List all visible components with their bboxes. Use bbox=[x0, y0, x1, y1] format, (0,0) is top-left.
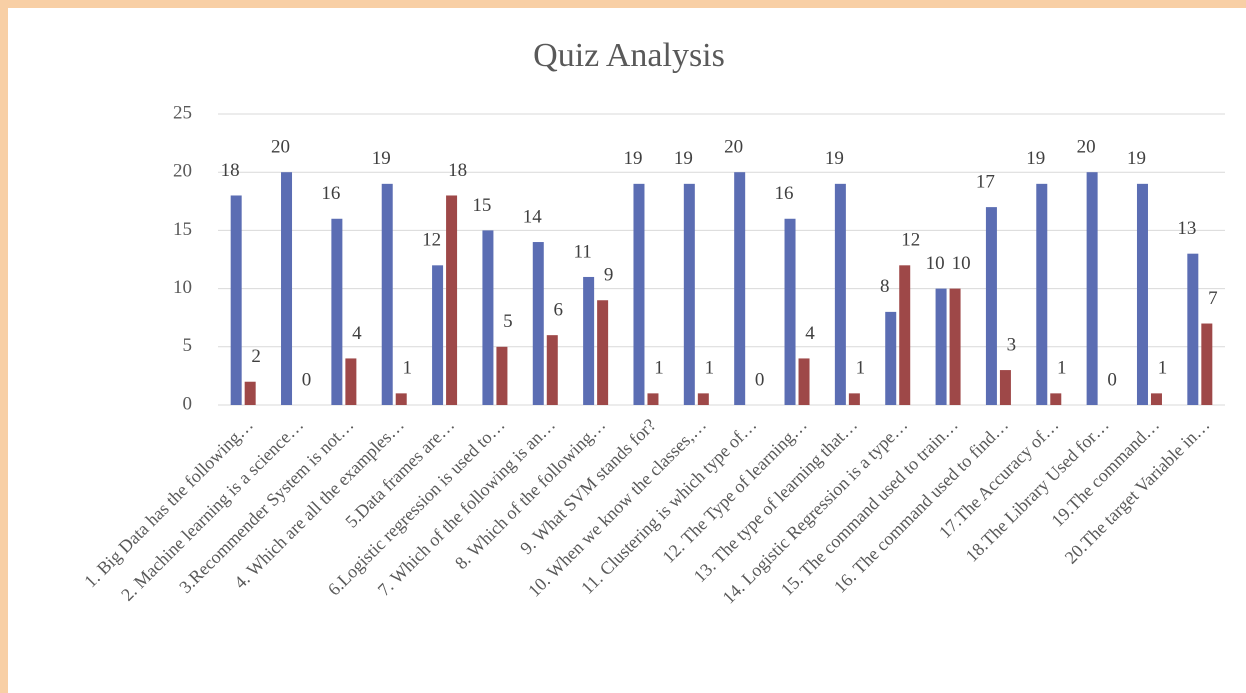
data-label: 20 bbox=[1077, 137, 1096, 158]
data-label: 17 bbox=[976, 171, 995, 192]
data-label: 15 bbox=[472, 195, 491, 216]
data-label: 1 bbox=[1057, 358, 1067, 379]
bar bbox=[784, 218, 796, 405]
bar bbox=[432, 265, 444, 405]
data-label: 0 bbox=[1107, 369, 1117, 390]
data-label: 1 bbox=[705, 358, 715, 379]
bar bbox=[1201, 323, 1213, 405]
bar bbox=[345, 358, 357, 405]
bar bbox=[848, 393, 860, 405]
data-label: 16 bbox=[321, 183, 340, 204]
data-label: 20 bbox=[724, 137, 743, 158]
bar bbox=[999, 370, 1011, 405]
bar bbox=[381, 183, 393, 405]
bar bbox=[230, 195, 242, 405]
data-label: 1 bbox=[402, 358, 412, 379]
data-label: 19 bbox=[674, 148, 693, 169]
data-label: 4 bbox=[805, 323, 815, 344]
bar bbox=[834, 183, 846, 405]
y-tick-label: 0 bbox=[183, 393, 193, 414]
data-label: 14 bbox=[523, 206, 543, 227]
data-label: 16 bbox=[775, 183, 794, 204]
bar bbox=[1036, 183, 1048, 405]
bar bbox=[532, 242, 544, 405]
data-label: 18 bbox=[448, 160, 467, 181]
data-label: 8 bbox=[880, 276, 890, 297]
y-tick-label: 5 bbox=[183, 335, 193, 356]
data-label: 1 bbox=[856, 358, 866, 379]
bar bbox=[949, 288, 961, 405]
bar bbox=[1150, 393, 1162, 405]
bar bbox=[244, 381, 256, 405]
data-label: 19 bbox=[372, 148, 391, 169]
bar bbox=[597, 300, 609, 405]
bar bbox=[1050, 393, 1062, 405]
bar bbox=[647, 393, 659, 405]
data-label: 11 bbox=[573, 241, 591, 262]
data-label: 10 bbox=[952, 253, 971, 274]
data-label: 5 bbox=[503, 311, 513, 332]
bar bbox=[496, 346, 508, 405]
bar bbox=[697, 393, 709, 405]
data-label: 2 bbox=[251, 346, 261, 367]
bar bbox=[1086, 172, 1098, 405]
data-label: 6 bbox=[554, 300, 564, 321]
data-label: 0 bbox=[302, 369, 312, 390]
bar bbox=[583, 276, 595, 405]
data-label: 13 bbox=[1177, 218, 1196, 239]
bar bbox=[1187, 253, 1199, 405]
data-label: 12 bbox=[901, 230, 920, 251]
y-tick-label: 15 bbox=[173, 219, 192, 240]
bar bbox=[935, 288, 947, 405]
data-label: 12 bbox=[422, 230, 441, 251]
bar bbox=[633, 183, 645, 405]
data-label: 3 bbox=[1007, 334, 1017, 355]
data-label: 19 bbox=[623, 148, 642, 169]
bar bbox=[885, 311, 897, 405]
data-label: 18 bbox=[221, 160, 240, 181]
data-label: 19 bbox=[825, 148, 844, 169]
y-tick-label: 10 bbox=[173, 277, 192, 298]
data-label: 10 bbox=[926, 253, 945, 274]
data-label: 9 bbox=[604, 265, 614, 286]
data-label: 20 bbox=[271, 137, 290, 158]
bar bbox=[331, 218, 343, 405]
bar bbox=[446, 195, 458, 405]
bar bbox=[395, 393, 407, 405]
bar bbox=[281, 172, 293, 405]
data-label: 1 bbox=[654, 358, 664, 379]
bar bbox=[899, 265, 911, 405]
bar bbox=[798, 358, 810, 405]
bar bbox=[683, 183, 695, 405]
y-tick-label: 25 bbox=[173, 102, 192, 123]
bar bbox=[1136, 183, 1148, 405]
bar bbox=[546, 335, 558, 405]
data-label: 19 bbox=[1127, 148, 1146, 169]
data-label: 19 bbox=[1026, 148, 1045, 169]
bar bbox=[985, 207, 997, 405]
y-tick-label: 20 bbox=[173, 161, 192, 182]
bar bbox=[734, 172, 746, 405]
chart-title: Quiz Analysis bbox=[533, 37, 725, 74]
bar bbox=[482, 230, 494, 405]
data-label: 1 bbox=[1158, 358, 1168, 379]
data-label: 7 bbox=[1208, 288, 1218, 309]
data-label: 4 bbox=[352, 323, 362, 344]
data-label: 0 bbox=[755, 369, 765, 390]
